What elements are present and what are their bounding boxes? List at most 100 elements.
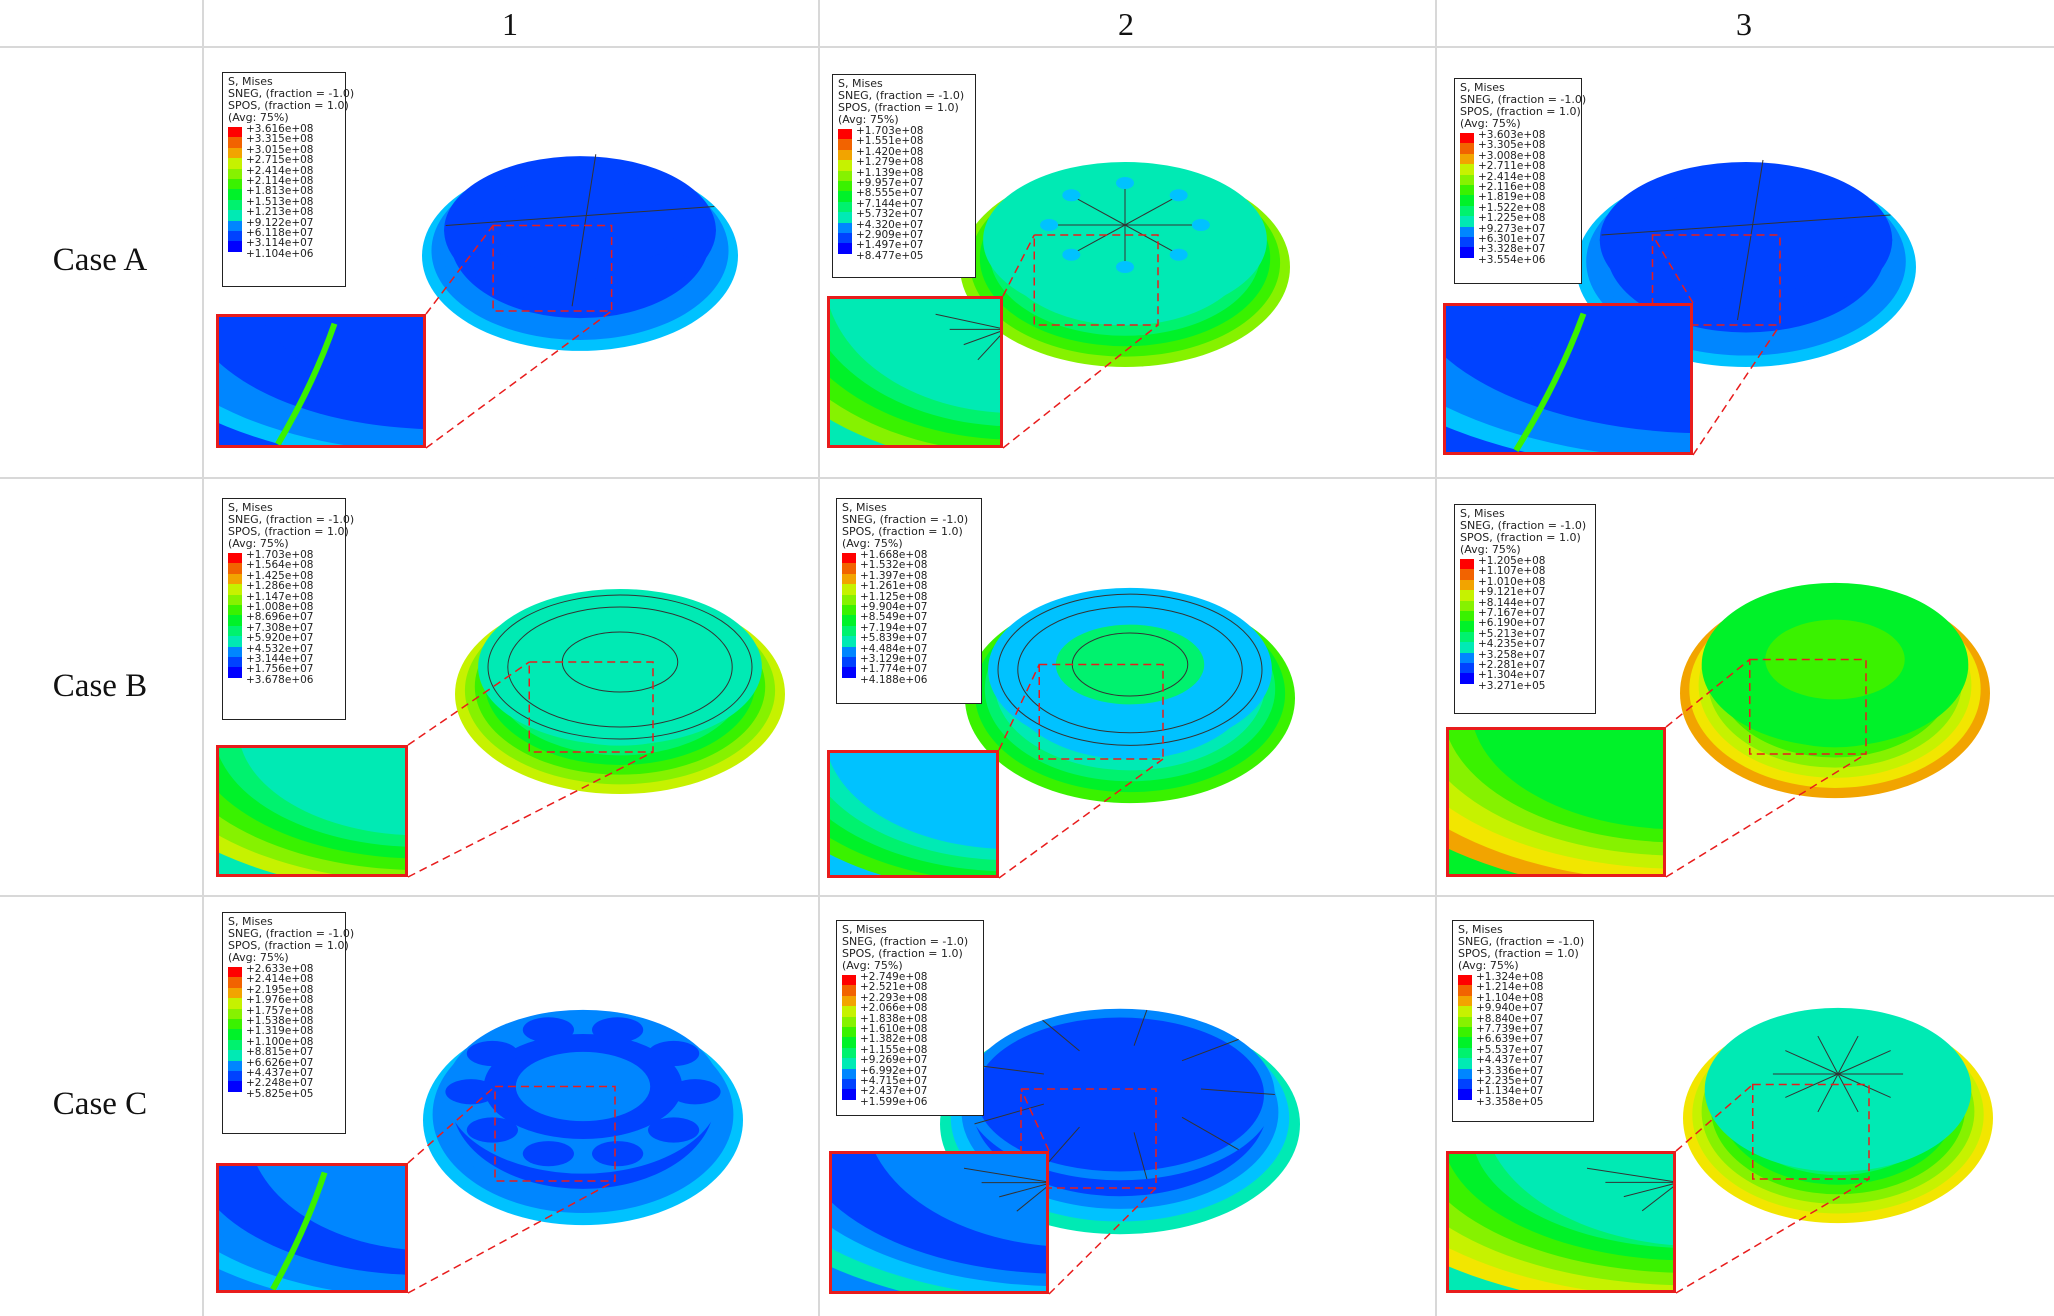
legend-spos: SPOS, (fraction = 1.0)	[1460, 531, 1581, 544]
legend-value: +9.269e+07	[860, 1054, 928, 1067]
legend-value: +9.121e+07	[1478, 586, 1546, 599]
legend-color-bar	[1458, 975, 1472, 1100]
legend-value: +5.920e+07	[246, 632, 314, 645]
legend-spos: SPOS, (fraction = 1.0)	[838, 101, 959, 114]
legend-value: +1.757e+08	[246, 1004, 314, 1017]
legend-value: +7.167e+07	[1478, 606, 1546, 619]
legend-value: +9.940e+07	[1476, 1002, 1544, 1015]
legend-value: +1.008e+08	[246, 600, 314, 613]
stress-legend: S, Mises SNEG, (fraction = -1.0) SPOS, (fr…	[836, 920, 984, 1116]
legend-value: +4.484e+07	[860, 642, 928, 655]
legend-value: +8.555e+07	[856, 187, 924, 200]
legend-spos: SPOS, (fraction = 1.0)	[1460, 105, 1581, 118]
legend-value: +1.522e+08	[1478, 201, 1546, 214]
legend-value: +3.114e+07	[246, 237, 314, 250]
legend-value: +2.521e+08	[860, 981, 928, 994]
legend-value: +3.271e+05	[1478, 679, 1546, 692]
column-header-1: 1	[502, 6, 518, 42]
legend-value: +1.155e+08	[860, 1043, 928, 1056]
legend-value: +1.104e+06	[246, 247, 314, 260]
legend-title: S, Mises	[228, 915, 273, 928]
zoom-inset	[1446, 727, 1666, 877]
column-header-2: 2	[1118, 6, 1134, 42]
legend-value: +2.414e+08	[1478, 170, 1546, 183]
legend-value: +6.301e+07	[1478, 232, 1546, 245]
legend-color-bar	[1460, 133, 1474, 258]
legend-avg: (Avg: 75%)	[1460, 543, 1521, 556]
legend-value: +3.015e+08	[246, 143, 314, 156]
stress-legend: S, Mises SNEG, (fraction = -1.0) SPOS, (fr…	[832, 74, 976, 278]
legend-value: +1.100e+08	[246, 1035, 314, 1048]
column-header-3: 3	[1736, 6, 1752, 42]
legend-title: S, Mises	[838, 77, 883, 90]
legend-sneg: SNEG, (fraction = -1.0)	[228, 513, 355, 526]
legend-title: S, Mises	[1460, 81, 1505, 94]
row-header-case-a: Case A	[52, 242, 148, 278]
legend-value: +1.599e+06	[860, 1095, 928, 1108]
legend-value: +1.397e+08	[860, 569, 928, 582]
zoom-inset	[1446, 1151, 1676, 1293]
legend-value: +8.840e+07	[1476, 1012, 1544, 1025]
legend-value: +1.010e+08	[1478, 575, 1546, 588]
legend-title: S, Mises	[842, 923, 887, 936]
legend-value: +1.225e+08	[1478, 212, 1546, 225]
legend-value: +8.815e+07	[246, 1046, 314, 1059]
legend-color-bar	[228, 553, 242, 678]
legend-value: +2.248e+07	[246, 1077, 314, 1090]
legend-value: +1.107e+08	[1478, 565, 1546, 578]
legend-spos: SPOS, (fraction = 1.0)	[228, 99, 349, 112]
legend-value: +7.739e+07	[1476, 1022, 1544, 1035]
legend-value: +2.114e+08	[246, 174, 314, 187]
legend-value: +1.279e+08	[856, 156, 924, 169]
legend-value: +5.839e+07	[860, 632, 928, 645]
legend-value: +1.134e+07	[1476, 1085, 1544, 1098]
legend-value: +2.066e+08	[860, 1002, 928, 1015]
legend-value: +2.633e+08	[246, 963, 314, 975]
stress-legend: S, Mises SNEG, (fraction = -1.0) SPOS, (fr…	[222, 498, 355, 720]
legend-value: +3.336e+07	[1476, 1064, 1544, 1077]
legend-value: +1.532e+08	[860, 559, 928, 572]
legend-color-bar	[842, 553, 856, 678]
legend-value: +4.715e+07	[860, 1074, 928, 1087]
legend-value: +3.258e+07	[1478, 648, 1546, 661]
legend-value: +6.190e+07	[1478, 617, 1546, 630]
legend-value: +1.205e+08	[1478, 555, 1546, 567]
legend-value: +2.281e+07	[1478, 658, 1546, 671]
legend-value: +2.437e+07	[860, 1085, 928, 1098]
legend-value: +2.293e+08	[860, 991, 928, 1004]
legend-value: +1.425e+08	[246, 569, 314, 582]
legend-value: +2.116e+08	[1478, 180, 1546, 193]
legend-value: +2.195e+08	[246, 983, 314, 996]
stress-legend: S, Mises SNEG, (fraction = -1.0) SPOS, (fr…	[222, 72, 354, 287]
legend-title: S, Mises	[228, 75, 273, 88]
stress-legend: S, Mises SNEG, (fraction = -1.0) SPOS, (fr…	[1454, 504, 1596, 714]
legend-value: +5.213e+07	[1478, 627, 1546, 640]
legend-sneg: SNEG, (fraction = -1.0)	[838, 89, 965, 102]
legend-value: +8.696e+07	[246, 611, 314, 624]
legend-value: +3.008e+08	[1478, 149, 1546, 162]
legend-value: +8.477e+05	[856, 249, 924, 262]
legend-value: +1.610e+08	[860, 1022, 928, 1035]
legend-value: +7.144e+07	[856, 197, 924, 210]
legend-value: +1.420e+08	[856, 145, 924, 158]
legend-value: +2.414e+08	[246, 164, 314, 177]
legend-value: +1.756e+07	[246, 663, 314, 676]
legend-spos: SPOS, (fraction = 1.0)	[842, 525, 963, 538]
legend-value: +3.305e+08	[1478, 139, 1546, 152]
legend-sneg: SNEG, (fraction = -1.0)	[228, 927, 355, 940]
legend-spos: SPOS, (fraction = 1.0)	[228, 939, 349, 952]
legend-value: +3.129e+07	[860, 652, 928, 665]
stress-legend: S, Mises SNEG, (fraction = -1.0) SPOS, (fr…	[222, 912, 355, 1134]
zoom-inset	[1443, 303, 1693, 455]
legend-avg: (Avg: 75%)	[228, 951, 289, 964]
legend-color-bar	[228, 127, 242, 252]
legend-avg: (Avg: 75%)	[838, 113, 899, 126]
legend-sneg: SNEG, (fraction = -1.0)	[1460, 93, 1587, 106]
legend-avg: (Avg: 75%)	[228, 537, 289, 550]
legend-value: +2.711e+08	[1478, 160, 1546, 173]
legend-title: S, Mises	[1460, 507, 1505, 520]
